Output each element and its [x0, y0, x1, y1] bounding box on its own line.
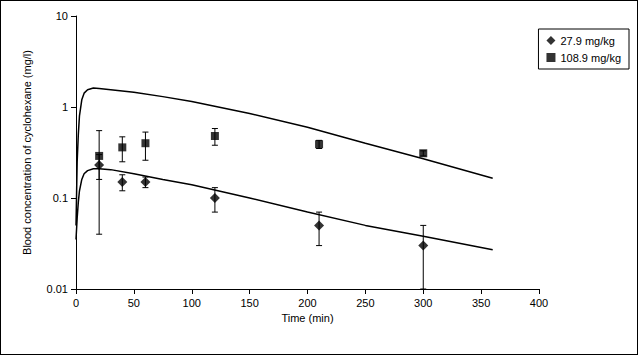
- svg-text:Time (min): Time (min): [281, 312, 333, 324]
- svg-text:1: 1: [62, 101, 68, 113]
- svg-text:108.9 mg/kg: 108.9 mg/kg: [560, 52, 621, 64]
- svg-text:150: 150: [240, 297, 258, 309]
- svg-text:200: 200: [298, 297, 316, 309]
- svg-text:250: 250: [356, 297, 374, 309]
- svg-text:400: 400: [530, 297, 548, 309]
- svg-text:0.1: 0.1: [53, 192, 68, 204]
- svg-text:50: 50: [128, 297, 140, 309]
- svg-text:10: 10: [56, 10, 68, 22]
- svg-text:0: 0: [73, 297, 79, 309]
- svg-text:Blood concentration of cyclohe: Blood concentration of cyclohexane (mg/l…: [21, 50, 33, 255]
- svg-text:0.01: 0.01: [47, 283, 68, 295]
- svg-text:27.9 mg/kg: 27.9 mg/kg: [560, 35, 614, 47]
- svg-text:100: 100: [183, 297, 201, 309]
- svg-text:350: 350: [472, 297, 490, 309]
- svg-text:300: 300: [414, 297, 432, 309]
